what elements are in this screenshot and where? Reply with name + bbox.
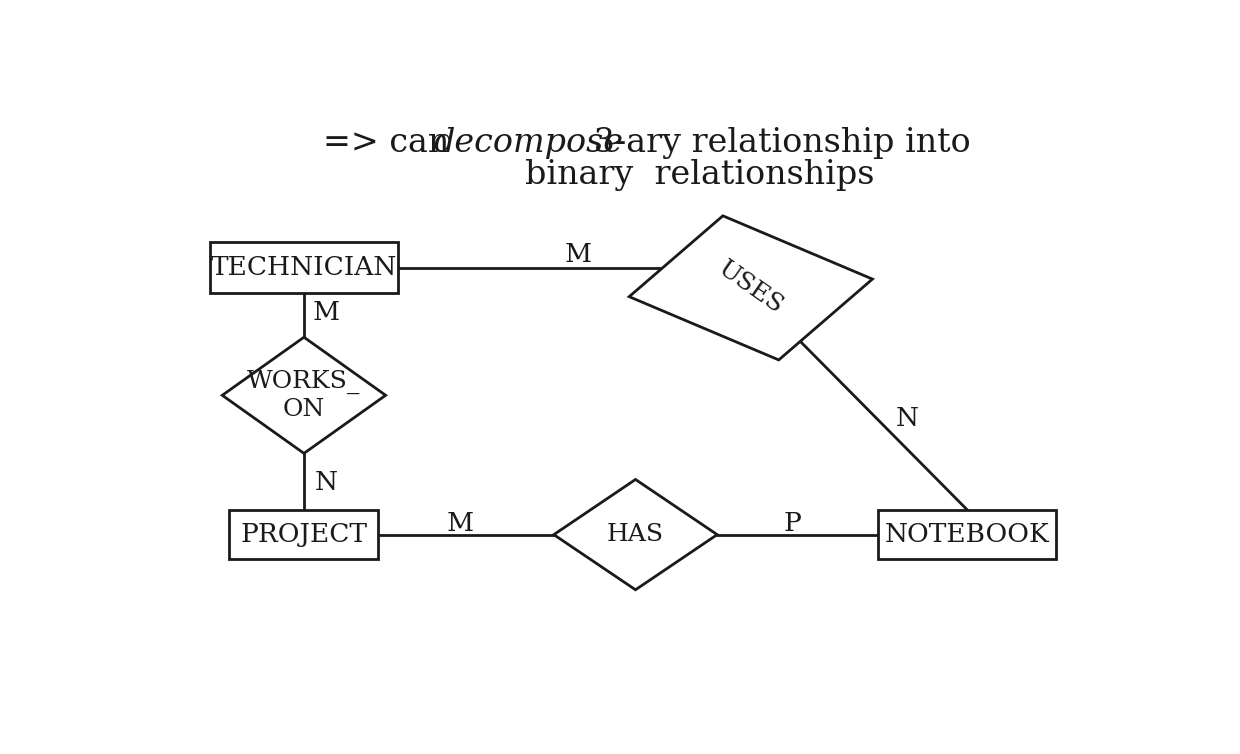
- Polygon shape: [554, 480, 717, 590]
- Text: PROJECT: PROJECT: [241, 522, 367, 547]
- Text: M: M: [312, 300, 340, 325]
- Text: decompose: decompose: [434, 127, 624, 159]
- Text: HAS: HAS: [606, 523, 665, 546]
- Text: M: M: [448, 510, 474, 535]
- Text: M: M: [564, 242, 591, 267]
- FancyBboxPatch shape: [211, 242, 398, 293]
- Text: USES: USES: [714, 257, 787, 318]
- Polygon shape: [222, 337, 386, 453]
- Text: N: N: [315, 470, 337, 495]
- Text: TECHNICIAN: TECHNICIAN: [211, 255, 397, 280]
- Text: WORKS_
ON: WORKS_ ON: [247, 370, 361, 421]
- Text: binary  relationships: binary relationships: [525, 158, 874, 191]
- FancyBboxPatch shape: [878, 510, 1056, 559]
- Text: N: N: [897, 406, 919, 431]
- Text: P: P: [784, 510, 801, 535]
- Text: 3-ary relationship into: 3-ary relationship into: [583, 127, 970, 159]
- Text: NOTEBOOK: NOTEBOOK: [884, 522, 1049, 547]
- Polygon shape: [629, 216, 873, 360]
- FancyBboxPatch shape: [229, 510, 378, 559]
- Text: => can: => can: [324, 127, 460, 159]
